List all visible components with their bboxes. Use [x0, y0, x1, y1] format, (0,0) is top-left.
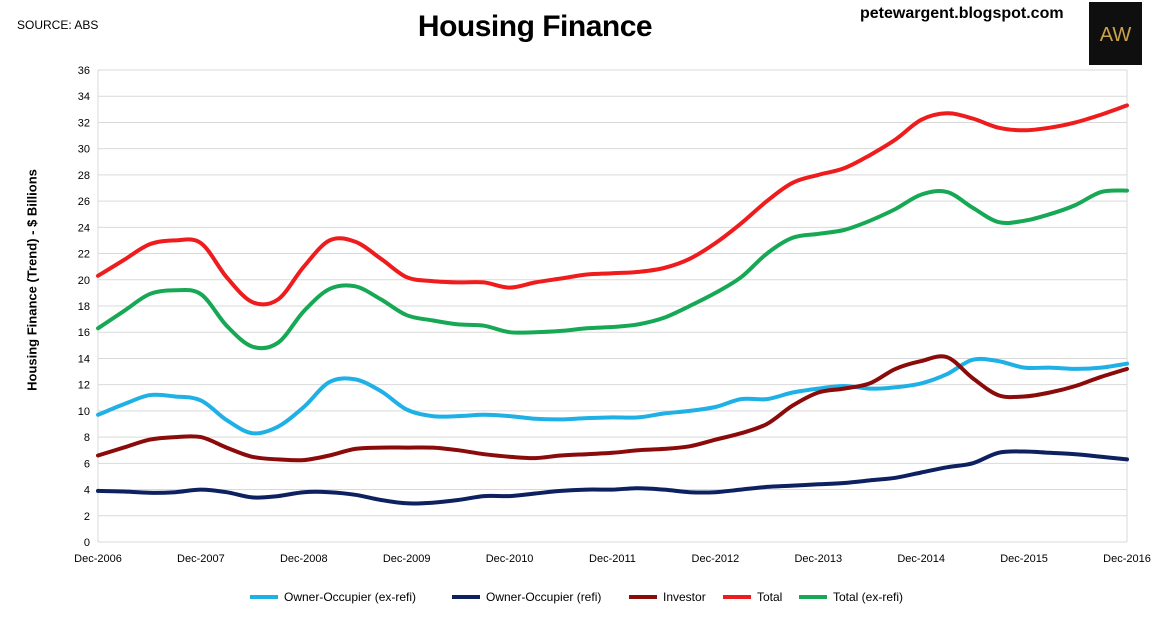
- y-tick-label: 32: [78, 117, 90, 129]
- series-line-owner-occupier-ex-refi: [96, 356, 1129, 436]
- y-tick-label: 8: [84, 432, 90, 444]
- series-line-investor: [96, 354, 1129, 463]
- x-tick-label: Dec-2014: [897, 553, 945, 565]
- y-tick-label: 6: [84, 458, 90, 470]
- x-tick-label: Dec-2012: [692, 553, 740, 565]
- y-tick-label: 20: [78, 275, 90, 287]
- x-tick-label: Dec-2011: [589, 553, 636, 565]
- legend-item: Owner-Occupier (ex-refi): [250, 590, 416, 604]
- x-tick-label: Dec-2016: [1103, 553, 1151, 565]
- series-lines: [96, 103, 1129, 506]
- legend-item: Owner-Occupier (refi): [452, 590, 601, 604]
- series-line-owner-occupier-refi: [96, 449, 1129, 506]
- x-tick-label: Dec-2009: [383, 553, 431, 565]
- y-tick-label: 26: [78, 196, 90, 208]
- x-tick-label: Dec-2007: [177, 553, 225, 565]
- legend-label: Owner-Occupier (refi): [486, 590, 601, 604]
- series-line-total: [96, 103, 1129, 307]
- series-line-total-ex-refi: [96, 188, 1129, 351]
- x-tick-label: Dec-2010: [486, 553, 534, 565]
- logo-text: AW: [1100, 24, 1132, 46]
- y-tick-label: 10: [78, 406, 90, 418]
- chart-title: Housing Finance: [417, 10, 653, 43]
- y-tick-label: 2: [84, 511, 90, 523]
- y-tick-label: 12: [78, 380, 90, 392]
- legend: Owner-Occupier (ex-refi) Owner-Occupier (…: [250, 590, 903, 604]
- aw-logo: AW: [1089, 2, 1142, 65]
- legend-label: Total: [757, 590, 782, 604]
- x-tick-label: Dec-2015: [1000, 553, 1048, 565]
- legend-item: Total (ex-refi): [799, 590, 903, 604]
- legend-label: Owner-Occupier (ex-refi): [284, 590, 416, 604]
- x-tick-label: Dec-2013: [794, 553, 842, 565]
- legend-label: Total (ex-refi): [833, 590, 903, 604]
- y-tick-label: 34: [78, 91, 90, 103]
- y-tick-label: 28: [78, 170, 90, 182]
- y-tick-label: 22: [78, 249, 90, 261]
- gridlines: [97, 69, 1128, 543]
- legend-label: Investor: [663, 590, 706, 604]
- y-tick-label: 14: [78, 353, 90, 365]
- y-tick-label: 0: [84, 537, 90, 549]
- y-tick-label: 36: [78, 65, 90, 77]
- y-tick-label: 18: [78, 301, 90, 313]
- blog-url: petewargent.blogspot.com: [860, 5, 1064, 22]
- source-note: SOURCE: ABS: [17, 18, 99, 32]
- x-tick-label: Dec-2006: [74, 553, 122, 565]
- y-tick-label: 24: [78, 222, 90, 234]
- legend-item: Total: [723, 590, 782, 604]
- x-tick-label: Dec-2008: [280, 553, 328, 565]
- y-tick-label: 4: [84, 485, 90, 497]
- y-tick-label: 30: [78, 144, 90, 156]
- legend-item: Investor: [629, 590, 706, 604]
- y-tick-label: 16: [78, 327, 90, 339]
- x-tick-labels: Dec-2006 Dec-2007 Dec-2008 Dec-2009 Dec-2010…: [74, 553, 1151, 565]
